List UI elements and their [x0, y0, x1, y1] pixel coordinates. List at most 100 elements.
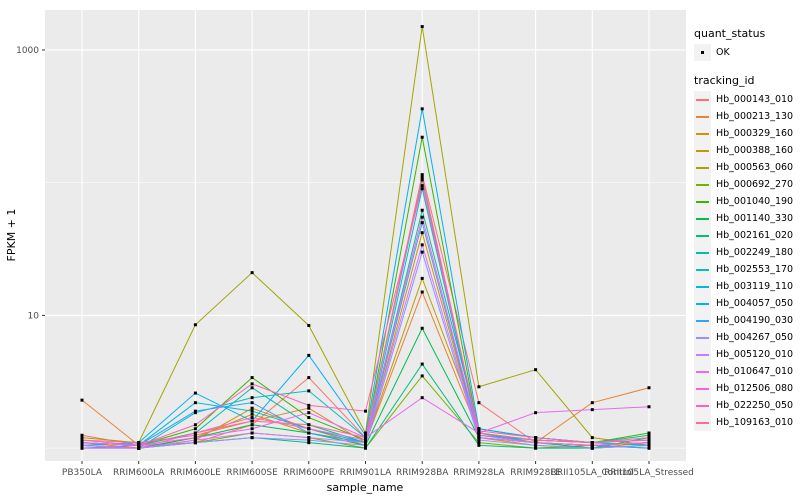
- legend-label: Hb_000563_060: [716, 162, 794, 173]
- legend-line-swatch: [696, 404, 709, 407]
- legend-item-Hb_001140_330: Hb_001140_330: [694, 210, 798, 227]
- x-axis-title: sample_name: [327, 481, 404, 494]
- data-point: [647, 436, 651, 440]
- legend-label: Hb_002249_180: [716, 247, 794, 258]
- data-point: [364, 438, 367, 442]
- legend-line-swatch: [696, 98, 709, 101]
- data-point: [590, 443, 594, 447]
- data-point: [250, 427, 254, 431]
- legend-line-swatch: [696, 319, 709, 322]
- legend-key-icon: [694, 397, 711, 414]
- data-point: [647, 441, 651, 445]
- legend-item-Hb_109163_010: Hb_109163_010: [694, 414, 798, 431]
- legend-item-Hb_005120_010: Hb_005120_010: [694, 346, 798, 363]
- data-point: [420, 187, 424, 191]
- legend-label-ok: OK: [716, 47, 730, 58]
- legend-key-icon: [694, 261, 711, 278]
- legend-line-swatch: [696, 353, 709, 356]
- legend-key-icon: [694, 227, 711, 244]
- data-point: [193, 427, 197, 431]
- legend-item-Hb_004190_030: Hb_004190_030: [694, 312, 798, 329]
- legend-item-Hb_003119_110: Hb_003119_110: [694, 278, 798, 295]
- legend-label: Hb_004057_050: [716, 298, 794, 309]
- legend-line-swatch: [696, 370, 709, 373]
- data-point: [193, 436, 197, 440]
- x-tick-label: RRIM928LA: [453, 468, 505, 478]
- legend-item-Hb_004267_050: Hb_004267_050: [694, 329, 798, 346]
- data-point: [307, 441, 311, 445]
- data-point: [477, 431, 481, 435]
- legend-line-swatch: [696, 302, 709, 305]
- data-point: [477, 436, 481, 440]
- data-point: [420, 178, 424, 182]
- data-point: [477, 429, 481, 433]
- legend-label: Hb_003119_110: [716, 281, 794, 292]
- data-point: [590, 408, 594, 412]
- legend-key-icon: [694, 414, 711, 431]
- data-point: [250, 271, 254, 275]
- data-point: [250, 416, 254, 420]
- legend-key-icon: [694, 295, 711, 312]
- y-tick-label: 10: [28, 311, 40, 321]
- data-point: [307, 427, 311, 431]
- x-tick-label: RRIM928LE: [510, 468, 561, 478]
- data-point: [250, 376, 254, 380]
- data-point: [193, 323, 197, 327]
- data-point: [647, 446, 651, 450]
- legend-key-ok: [694, 44, 711, 61]
- legend-line-swatch: [696, 336, 709, 339]
- data-point: [250, 419, 254, 423]
- data-point: [250, 401, 254, 405]
- legend-line-swatch: [696, 268, 709, 271]
- data-point: [193, 409, 197, 413]
- data-point: [534, 436, 538, 440]
- x-tick-label: RRIM600SE: [226, 468, 278, 478]
- data-point: [420, 135, 424, 139]
- data-point: [534, 368, 538, 372]
- data-point: [420, 215, 424, 219]
- data-point: [647, 438, 651, 442]
- data-point: [193, 401, 197, 405]
- data-point: [534, 441, 538, 445]
- data-point: [590, 436, 594, 440]
- data-point: [193, 423, 197, 427]
- legend-line-swatch: [696, 115, 709, 118]
- data-point: [420, 250, 424, 254]
- legend-label: Hb_001040_190: [716, 196, 794, 207]
- data-point: [647, 433, 651, 437]
- data-point: [420, 173, 424, 177]
- data-point: [307, 376, 311, 380]
- data-point: [80, 443, 84, 447]
- data-point: [307, 411, 311, 415]
- data-point: [80, 436, 84, 440]
- legend-item-Hb_022250_050: Hb_022250_050: [694, 397, 798, 414]
- legend-item-Hb_000388_160: Hb_000388_160: [694, 142, 798, 159]
- data-point: [193, 433, 197, 437]
- legend-label: Hb_000143_010: [716, 94, 794, 105]
- data-point: [534, 443, 538, 447]
- legend-item-Hb_001040_190: Hb_001040_190: [694, 193, 798, 210]
- data-point: [250, 386, 254, 390]
- legend-line-swatch: [696, 149, 709, 152]
- data-point: [307, 323, 311, 327]
- data-point: [193, 431, 197, 435]
- data-point: [420, 107, 424, 111]
- legend-item-Hb_010647_010: Hb_010647_010: [694, 363, 798, 380]
- y-axis-title: FPKM + 1: [5, 209, 18, 262]
- data-point: [307, 438, 311, 442]
- legend-item-Hb_002161_020: Hb_002161_020: [694, 227, 798, 244]
- legend-label: Hb_001140_330: [716, 213, 794, 224]
- data-point: [590, 446, 594, 450]
- legend-key-icon: [694, 142, 711, 159]
- data-point: [364, 431, 367, 435]
- data-point: [477, 438, 481, 442]
- legend-line-swatch: [696, 251, 709, 254]
- legend-key-icon: [694, 108, 711, 125]
- data-point: [420, 362, 424, 366]
- data-point: [420, 276, 424, 280]
- legend-key-icon: [694, 329, 711, 346]
- legend-line-swatch: [696, 285, 709, 288]
- data-point: [477, 441, 481, 445]
- data-point: [307, 389, 311, 393]
- legend-label: Hb_010647_010: [716, 366, 794, 377]
